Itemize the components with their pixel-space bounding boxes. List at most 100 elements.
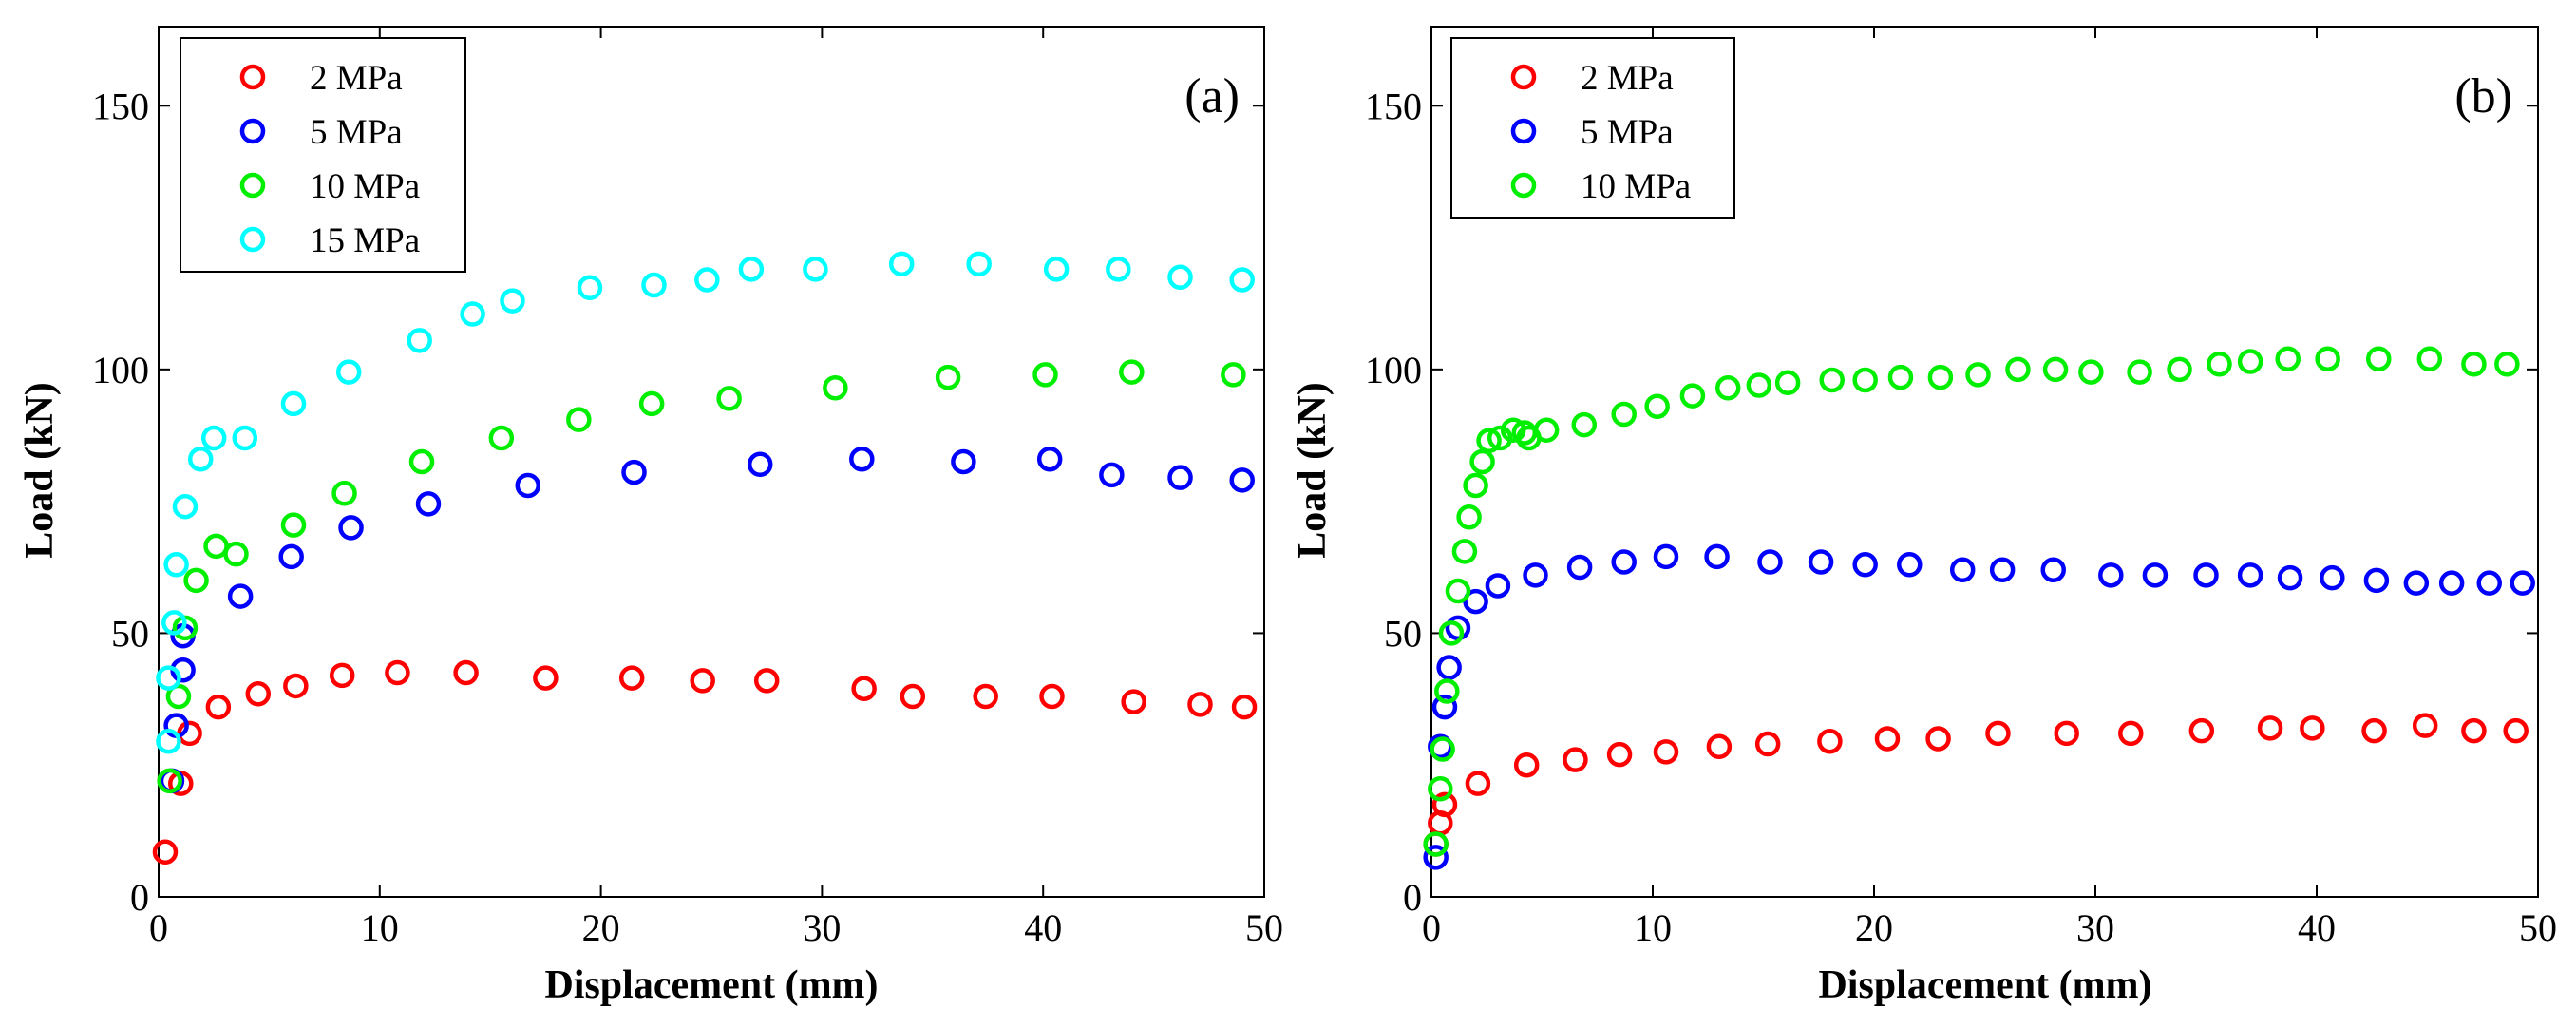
panel-b-x-tick-label: 20 bbox=[1855, 906, 1893, 949]
panel-a-x-tick-label: 0 bbox=[149, 906, 168, 949]
panel-a-data-point bbox=[488, 425, 515, 451]
panel-a-legend-marker bbox=[239, 118, 266, 144]
panel-b-data-point bbox=[1476, 428, 1502, 454]
panel-b-legend-label: 5 MPa bbox=[1581, 113, 1674, 152]
panel-b-data-point bbox=[2098, 562, 2124, 588]
panel-a-data-point bbox=[638, 390, 665, 417]
panel-a-label: (a) bbox=[1184, 69, 1240, 124]
panel-a-series-3 bbox=[156, 251, 1255, 754]
panel-b-data-point bbox=[2461, 717, 2487, 744]
panel-a-data-point bbox=[621, 459, 647, 485]
panel-b-data-point bbox=[1513, 752, 1540, 778]
panel-b-data-point bbox=[1653, 543, 1679, 570]
panel-b-axes-box bbox=[1430, 26, 2539, 898]
panel-b-data-point bbox=[1566, 554, 1593, 581]
panel-a-data-point bbox=[280, 512, 307, 538]
panel-b-data-point bbox=[2365, 346, 2392, 371]
panel-b-data-point bbox=[1989, 557, 2016, 583]
panel-b-y-tick-label: 100 bbox=[1365, 349, 1422, 391]
panel-a-data-point bbox=[951, 448, 976, 475]
panel-b-data-point bbox=[1431, 791, 1458, 818]
panel-b-data-point bbox=[2237, 562, 2263, 588]
panel-b-data-point bbox=[1754, 731, 1781, 757]
panel-a-data-point bbox=[577, 275, 603, 301]
panel-a-data-point bbox=[1119, 359, 1145, 385]
panel-b-data-point bbox=[1571, 411, 1598, 438]
panel-b-legend: 2 MPa 5 MPa 10 MPa bbox=[1450, 37, 1735, 219]
panel-b-data-point bbox=[2054, 720, 2079, 747]
panel-a-data-point bbox=[172, 493, 199, 520]
panel-b-data-point bbox=[2476, 570, 2502, 596]
panel-a-data-point bbox=[245, 681, 272, 707]
panel-b-data-point bbox=[2005, 356, 2031, 383]
panel-b-data-point bbox=[1852, 367, 1878, 393]
panel-a-data-point bbox=[935, 364, 961, 390]
panel-b-data-point bbox=[1706, 733, 1733, 760]
panel-b-data-point bbox=[2118, 720, 2144, 747]
panel-a-data-point bbox=[533, 665, 559, 691]
panel-a-data-point bbox=[223, 541, 249, 567]
panel-b-data-point bbox=[1774, 370, 1801, 395]
panel-a-data-point bbox=[716, 386, 742, 411]
panel-a-data-point bbox=[900, 683, 926, 710]
panel-a-data-point bbox=[278, 543, 304, 570]
panel-b-data-point bbox=[1434, 678, 1460, 704]
panel-a-data-point bbox=[849, 446, 875, 472]
panel-a-legend: 2 MPa 5 MPa 10 MPa 15 MPa bbox=[180, 37, 466, 273]
panel-b-data-point bbox=[1874, 726, 1901, 752]
panel-a-series-1 bbox=[159, 446, 1255, 794]
panel-a-data-point bbox=[1032, 362, 1058, 388]
panel-a-data-point bbox=[1229, 467, 1255, 493]
panel-a-data-point bbox=[203, 533, 229, 560]
panel-a-data-point bbox=[156, 728, 181, 754]
panel-a-data-point bbox=[803, 257, 828, 282]
panel-a: 0 10 20 30 40 50 0 50 100 150 Displacement (mm) L… bbox=[18, 26, 1283, 1007]
panel-b-data-point bbox=[1463, 588, 1488, 615]
panel-b-data-point bbox=[1887, 364, 1914, 390]
panel-b-data-point bbox=[1679, 383, 1706, 409]
panel-b-data-point bbox=[1852, 552, 1878, 578]
panel-a-data-point bbox=[618, 665, 645, 691]
panel-b-data-point bbox=[1819, 367, 1845, 393]
panel-b-y-tick-label: 150 bbox=[1365, 85, 1422, 127]
panel-b-data-point bbox=[2494, 352, 2520, 377]
panel-a-data-point bbox=[566, 407, 592, 432]
panel-a-x-tick-label: 40 bbox=[1024, 906, 1062, 949]
panel-b-data-point bbox=[2257, 715, 2283, 741]
panel-a-data-point bbox=[1121, 689, 1146, 714]
panel-a-data-point bbox=[1043, 257, 1070, 282]
panel-a-legend-label: 2 MPa bbox=[310, 59, 403, 98]
panel-b-y-tick-label: 50 bbox=[1384, 612, 1422, 655]
panel-b-data-point bbox=[1704, 543, 1730, 570]
panel-b-data-point bbox=[2078, 359, 2104, 385]
panel-a-data-point bbox=[338, 515, 364, 541]
panel-a-data-point bbox=[1187, 692, 1213, 717]
panel-b-data-point bbox=[1611, 401, 1637, 428]
panel-a-data-point bbox=[1039, 683, 1065, 710]
panel-b-data-point bbox=[1653, 739, 1679, 765]
panel-b-data-point bbox=[2193, 562, 2219, 588]
panel-b-data-point bbox=[1428, 775, 1453, 802]
panel-a-data-point bbox=[515, 472, 541, 499]
panel-b-data-point bbox=[2207, 352, 2232, 377]
panel-a-data-point bbox=[408, 448, 435, 475]
panel-b-data-point bbox=[1438, 620, 1465, 646]
panel-a-x-tick-label: 20 bbox=[582, 906, 620, 949]
panel-b-data-point bbox=[1606, 741, 1633, 768]
panel-b-data-point bbox=[2416, 346, 2443, 371]
panel-a-data-point bbox=[187, 446, 214, 472]
panel-b-data-point bbox=[2361, 717, 2387, 744]
panel-a-data-point bbox=[1221, 362, 1246, 388]
panel-a-data-point bbox=[500, 288, 525, 314]
panel-b-data-point bbox=[2503, 717, 2529, 744]
panel-b-data-point bbox=[1563, 747, 1588, 772]
panel-a-data-point bbox=[888, 251, 915, 277]
panel-b-data-point bbox=[2461, 352, 2487, 377]
panel-a-data-point bbox=[205, 694, 232, 720]
panel-b-data-point bbox=[1436, 655, 1462, 680]
panel-a-legend-marker bbox=[239, 226, 266, 253]
panel-a-data-point bbox=[183, 567, 209, 594]
panel-b-data-point bbox=[1925, 726, 1951, 752]
panel-b-data-point bbox=[1423, 845, 1449, 870]
panel-b-data-point bbox=[2403, 570, 2430, 596]
